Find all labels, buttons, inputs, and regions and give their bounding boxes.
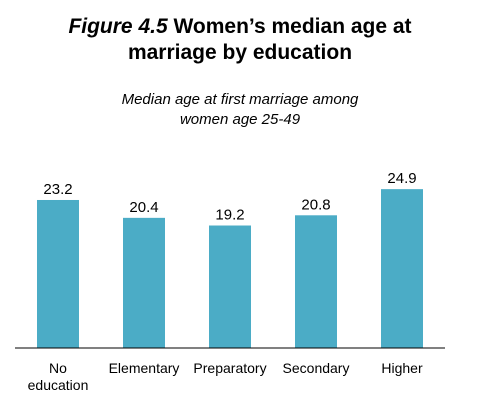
value-label-2: 20.4 (129, 199, 158, 216)
category-label-1: No education (28, 360, 89, 393)
value-label-4: 20.8 (301, 196, 330, 213)
bar-2 (123, 218, 165, 348)
value-label-3: 19.2 (215, 207, 244, 224)
category-label-line: Higher (381, 360, 423, 376)
bar-1 (37, 200, 79, 348)
category-label-line: Elementary (109, 360, 180, 376)
bar-3 (209, 226, 251, 348)
category-label-line: No (49, 360, 67, 376)
category-label-line: education (28, 377, 89, 393)
category-label-line: Secondary (283, 360, 350, 376)
value-label-5: 24.9 (387, 170, 416, 187)
category-label-4: Secondary (283, 360, 350, 376)
category-label-2: Elementary (109, 360, 180, 376)
value-label-1: 23.2 (43, 181, 72, 198)
bar-4 (295, 215, 337, 348)
category-label-3: Preparatory (193, 360, 266, 376)
bar-5 (381, 189, 423, 348)
category-label-line: Preparatory (193, 360, 266, 376)
category-label-5: Higher (381, 360, 423, 376)
